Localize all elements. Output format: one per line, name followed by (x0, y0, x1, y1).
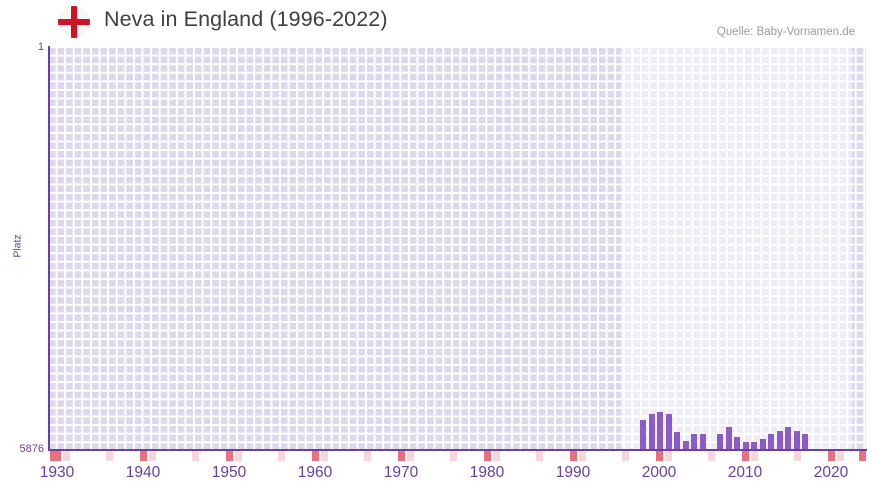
bar-2017[interactable] (768, 434, 774, 450)
bar-2018[interactable] (777, 431, 783, 450)
x-edge-mark-end (859, 451, 866, 461)
data-coverage-highlight (620, 47, 853, 450)
bar-2013[interactable] (734, 437, 740, 450)
x-tick-label-1960: 1960 (297, 464, 333, 481)
page-title: Neva in England (1996-2022) (104, 7, 388, 31)
bar-2003[interactable] (649, 414, 655, 450)
x-halfdecade-mark-2011 (750, 451, 758, 461)
x-halfdecade-mark-1951 (234, 451, 242, 461)
x-decade-mark-1980 (484, 451, 491, 461)
bar-2015[interactable] (751, 442, 757, 450)
bar-2011[interactable] (717, 434, 723, 450)
bar-2007[interactable] (683, 441, 689, 450)
x-halfdecade-mark-1941 (148, 451, 156, 461)
bar-2020[interactable] (794, 431, 800, 450)
x-tick-label-2000: 2000 (641, 464, 677, 481)
bar-2019[interactable] (785, 427, 791, 450)
bar-2002[interactable] (640, 420, 646, 450)
x-decade-mark-2010 (742, 451, 749, 461)
x-edge-mark-start (50, 451, 57, 461)
bar-2005[interactable] (666, 414, 672, 450)
x-halfdecade-mark-1946 (191, 451, 199, 461)
source-attribution: Quelle: Baby-Vornamen.de (716, 26, 855, 38)
bar-2008[interactable] (691, 434, 697, 450)
chart-header: Neva in England (1996-2022) Quelle: Baby… (0, 0, 873, 44)
chart-plot-area (48, 47, 866, 450)
x-halfdecade-mark-1971 (406, 451, 414, 461)
x-halfdecade-mark-1991 (578, 451, 586, 461)
x-halfdecade-mark-2016 (793, 451, 801, 461)
x-decade-mark-2020 (828, 451, 835, 461)
x-decade-mark-1960 (312, 451, 319, 461)
x-halfdecade-mark-2021 (836, 451, 844, 461)
x-decade-mark-2000 (656, 451, 663, 461)
x-tick-label-1930: 1930 (39, 464, 75, 481)
x-decade-mark-1970 (398, 451, 405, 461)
x-halfdecade-mark-1976 (449, 451, 457, 461)
flag-cross-horizontal (58, 19, 90, 25)
x-halfdecade-mark-1956 (277, 451, 285, 461)
bar-2006[interactable] (674, 432, 680, 450)
bar-series-layer (48, 47, 866, 450)
x-tick-label-1990: 1990 (555, 464, 591, 481)
x-tick-label-1970: 1970 (383, 464, 419, 481)
x-halfdecade-mark-1981 (492, 451, 500, 461)
bar-2009[interactable] (700, 434, 706, 450)
x-tick-label-2020: 2020 (813, 464, 849, 481)
x-tick-label-2010: 2010 (727, 464, 763, 481)
x-halfdecade-mark-1966 (363, 451, 371, 461)
x-halfdecade-mark-1996 (621, 451, 629, 461)
x-decade-mark-1950 (226, 451, 233, 461)
bar-2014[interactable] (743, 442, 749, 450)
x-decade-mark-1940 (140, 451, 147, 461)
x-halfdecade-mark-1931 (62, 451, 70, 461)
y-axis-tick-top: 1 (37, 41, 44, 53)
x-axis-line (48, 449, 867, 451)
y-axis-line (48, 46, 50, 451)
x-halfdecade-mark-1986 (535, 451, 543, 461)
x-tick-label-1980: 1980 (469, 464, 505, 481)
y-axis-tick-bottom: 5876 (19, 443, 44, 455)
x-halfdecade-mark-1961 (320, 451, 328, 461)
x-decade-mark-1930 (54, 451, 61, 461)
x-tick-label-1940: 1940 (125, 464, 161, 481)
bar-2004[interactable] (657, 412, 663, 450)
x-tick-label-1950: 1950 (211, 464, 247, 481)
bar-2016[interactable] (760, 439, 766, 450)
england-flag-icon (58, 6, 90, 38)
bar-2021[interactable] (802, 434, 808, 450)
bar-2012[interactable] (726, 427, 732, 450)
x-halfdecade-mark-2001 (664, 451, 672, 461)
x-halfdecade-mark-1936 (105, 451, 113, 461)
x-halfdecade-mark-2006 (707, 451, 715, 461)
x-decade-mark-1990 (570, 451, 577, 461)
